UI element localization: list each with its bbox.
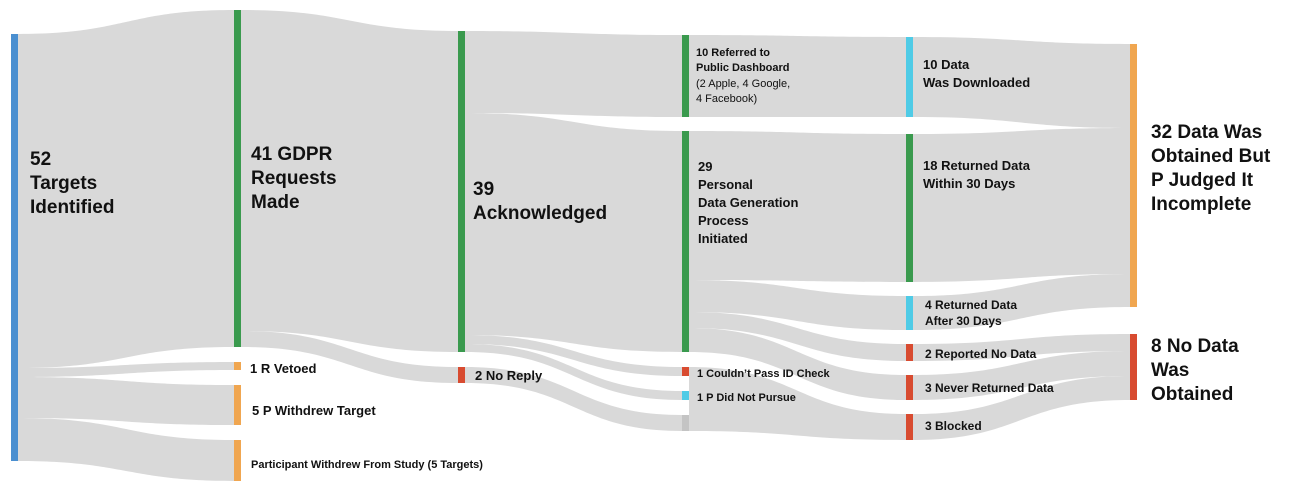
node-bar-process <box>682 131 689 352</box>
flow-gdpr-to-no-reply <box>241 331 458 383</box>
flow-blocked-to-nodata <box>913 376 1130 440</box>
flow-to-blocked <box>689 367 906 440</box>
node-bar-reported-no <box>906 344 913 361</box>
flow-process-to-never <box>689 328 906 400</box>
label-acknowledged-line2: Acknowledged <box>473 203 607 224</box>
label-dashboard-line2: Public Dashboard <box>696 62 790 74</box>
flow-links <box>18 10 1130 481</box>
label-process-line4: Process <box>698 213 749 228</box>
label-obtained-line4: Incomplete <box>1151 194 1251 215</box>
flow-process-to-after30 <box>689 280 906 330</box>
node-bar-dashboard <box>682 35 689 117</box>
flow-process-to-returned30 <box>689 131 906 282</box>
label-gdpr-line1: 41 GDPR <box>251 144 333 165</box>
label-dashboard-line1: 10 Referred to <box>696 47 770 59</box>
label-acknowledged-line1: 39 <box>473 179 494 200</box>
label-returned30-line2: Within 30 Days <box>923 176 1015 191</box>
node-bar-p-withdrew <box>234 385 241 425</box>
flow-after30-to-obtained <box>913 274 1130 330</box>
label-targets-line2: Targets <box>30 173 97 194</box>
label-id-check: 1 Couldn’t Pass ID Check <box>697 368 831 380</box>
label-gdpr-line3: Made <box>251 192 300 213</box>
node-bar-study-withdrew <box>234 440 241 481</box>
label-downloaded-line1: 10 Data <box>923 57 970 72</box>
node-bar-id-check <box>682 367 689 376</box>
node-bar-blocked <box>906 414 913 440</box>
flow-returned30-to-obtained <box>913 128 1130 282</box>
label-no-reply: 2 No Reply <box>475 368 543 383</box>
node-bar-returned30 <box>906 134 913 282</box>
label-process-line5: Initiated <box>698 231 748 246</box>
label-targets: 52 Targets Identified <box>30 149 114 218</box>
node-bar-not-pursue <box>682 391 689 400</box>
label-no-data-line1: 8 No Data <box>1151 336 1239 357</box>
node-bars <box>11 10 1137 481</box>
label-returned30: 18 Returned Data Within 30 Days <box>923 158 1031 191</box>
label-after30-line2: After 30 Days <box>925 314 1002 328</box>
label-dashboard-note1: (2 Apple, 4 Google, <box>696 78 790 90</box>
label-downloaded-line2: Was Downloaded <box>923 75 1030 90</box>
node-bar-obtained <box>1130 44 1137 307</box>
label-process-line3: Data Generation <box>698 195 798 210</box>
label-dashboard-note2: 4 Facebook) <box>696 93 757 105</box>
node-labels: 52 Targets Identified 41 GDPR Requests M… <box>30 47 1271 471</box>
label-process: 29 Personal Data Generation Process Init… <box>698 159 798 246</box>
flow-targets-to-study-withdrew <box>18 418 234 481</box>
label-process-line1: 29 <box>698 159 712 174</box>
label-no-data-line3: Obtained <box>1151 384 1233 405</box>
flow-ack-to-process <box>465 113 682 352</box>
flow-process-to-reported-no <box>689 312 906 361</box>
label-blocked: 3 Blocked <box>925 419 982 433</box>
flow-noreply-to-gray <box>465 367 682 431</box>
label-no-data: 8 No Data Was Obtained <box>1151 336 1239 405</box>
label-downloaded: 10 Data Was Downloaded <box>923 57 1030 90</box>
label-study-withdrew: Participant Withdrew From Study (5 Targe… <box>251 459 483 471</box>
label-no-data-line2: Was <box>1151 360 1189 381</box>
label-targets-line3: Identified <box>30 197 114 218</box>
node-bar-after30 <box>906 296 913 330</box>
node-bar-never <box>906 375 913 400</box>
flow-gdpr-to-acknowledged <box>241 10 458 352</box>
label-gdpr: 41 GDPR Requests Made <box>251 144 337 213</box>
flow-targets-to-p-withdrew <box>18 377 234 425</box>
node-bar-targets <box>11 34 18 461</box>
label-targets-line1: 52 <box>30 149 51 170</box>
flow-ack-to-not-pursue <box>465 344 682 400</box>
label-process-line2: Personal <box>698 177 753 192</box>
label-dashboard: 10 Referred to Public Dashboard (2 Apple… <box>696 47 790 105</box>
label-obtained-line3: P Judged It <box>1151 170 1254 191</box>
node-bar-r-vetoed <box>234 362 241 370</box>
flow-reported-to-nodata <box>913 334 1130 361</box>
node-bar-acknowledged <box>458 31 465 352</box>
node-bar-downloaded <box>906 37 913 117</box>
node-bar-gray <box>682 415 689 431</box>
label-r-vetoed: 1 R Vetoed <box>250 361 317 376</box>
label-obtained-line1: 32 Data Was <box>1151 122 1262 143</box>
label-reported-no: 2 Reported No Data <box>925 347 1037 361</box>
label-obtained-line2: Obtained But <box>1151 146 1271 167</box>
label-acknowledged: 39 Acknowledged <box>473 179 607 224</box>
flow-targets-to-gdpr <box>18 10 234 368</box>
flow-dashboard-to-downloaded <box>689 35 906 117</box>
label-never: 3 Never Returned Data <box>925 381 1054 395</box>
flow-never-to-nodata <box>913 351 1130 400</box>
label-gdpr-line2: Requests <box>251 168 337 189</box>
flow-targets-to-vetoed <box>18 362 234 377</box>
flow-ack-to-id-check <box>465 335 682 376</box>
label-after30: 4 Returned Data After 30 Days <box>925 298 1017 328</box>
flow-ack-to-dashboard <box>465 31 682 117</box>
label-returned30-line1: 18 Returned Data <box>923 158 1031 173</box>
label-obtained: 32 Data Was Obtained But P Judged It Inc… <box>1151 122 1271 215</box>
node-bar-no-reply <box>458 367 465 383</box>
node-bar-no-data <box>1130 334 1137 400</box>
node-bar-gdpr <box>234 10 241 347</box>
label-not-pursue: 1 P Did Not Pursue <box>697 392 796 404</box>
label-after30-line1: 4 Returned Data <box>925 298 1017 312</box>
label-p-withdrew: 5 P Withdrew Target <box>252 403 376 418</box>
flow-downloaded-to-obtained <box>913 37 1130 128</box>
